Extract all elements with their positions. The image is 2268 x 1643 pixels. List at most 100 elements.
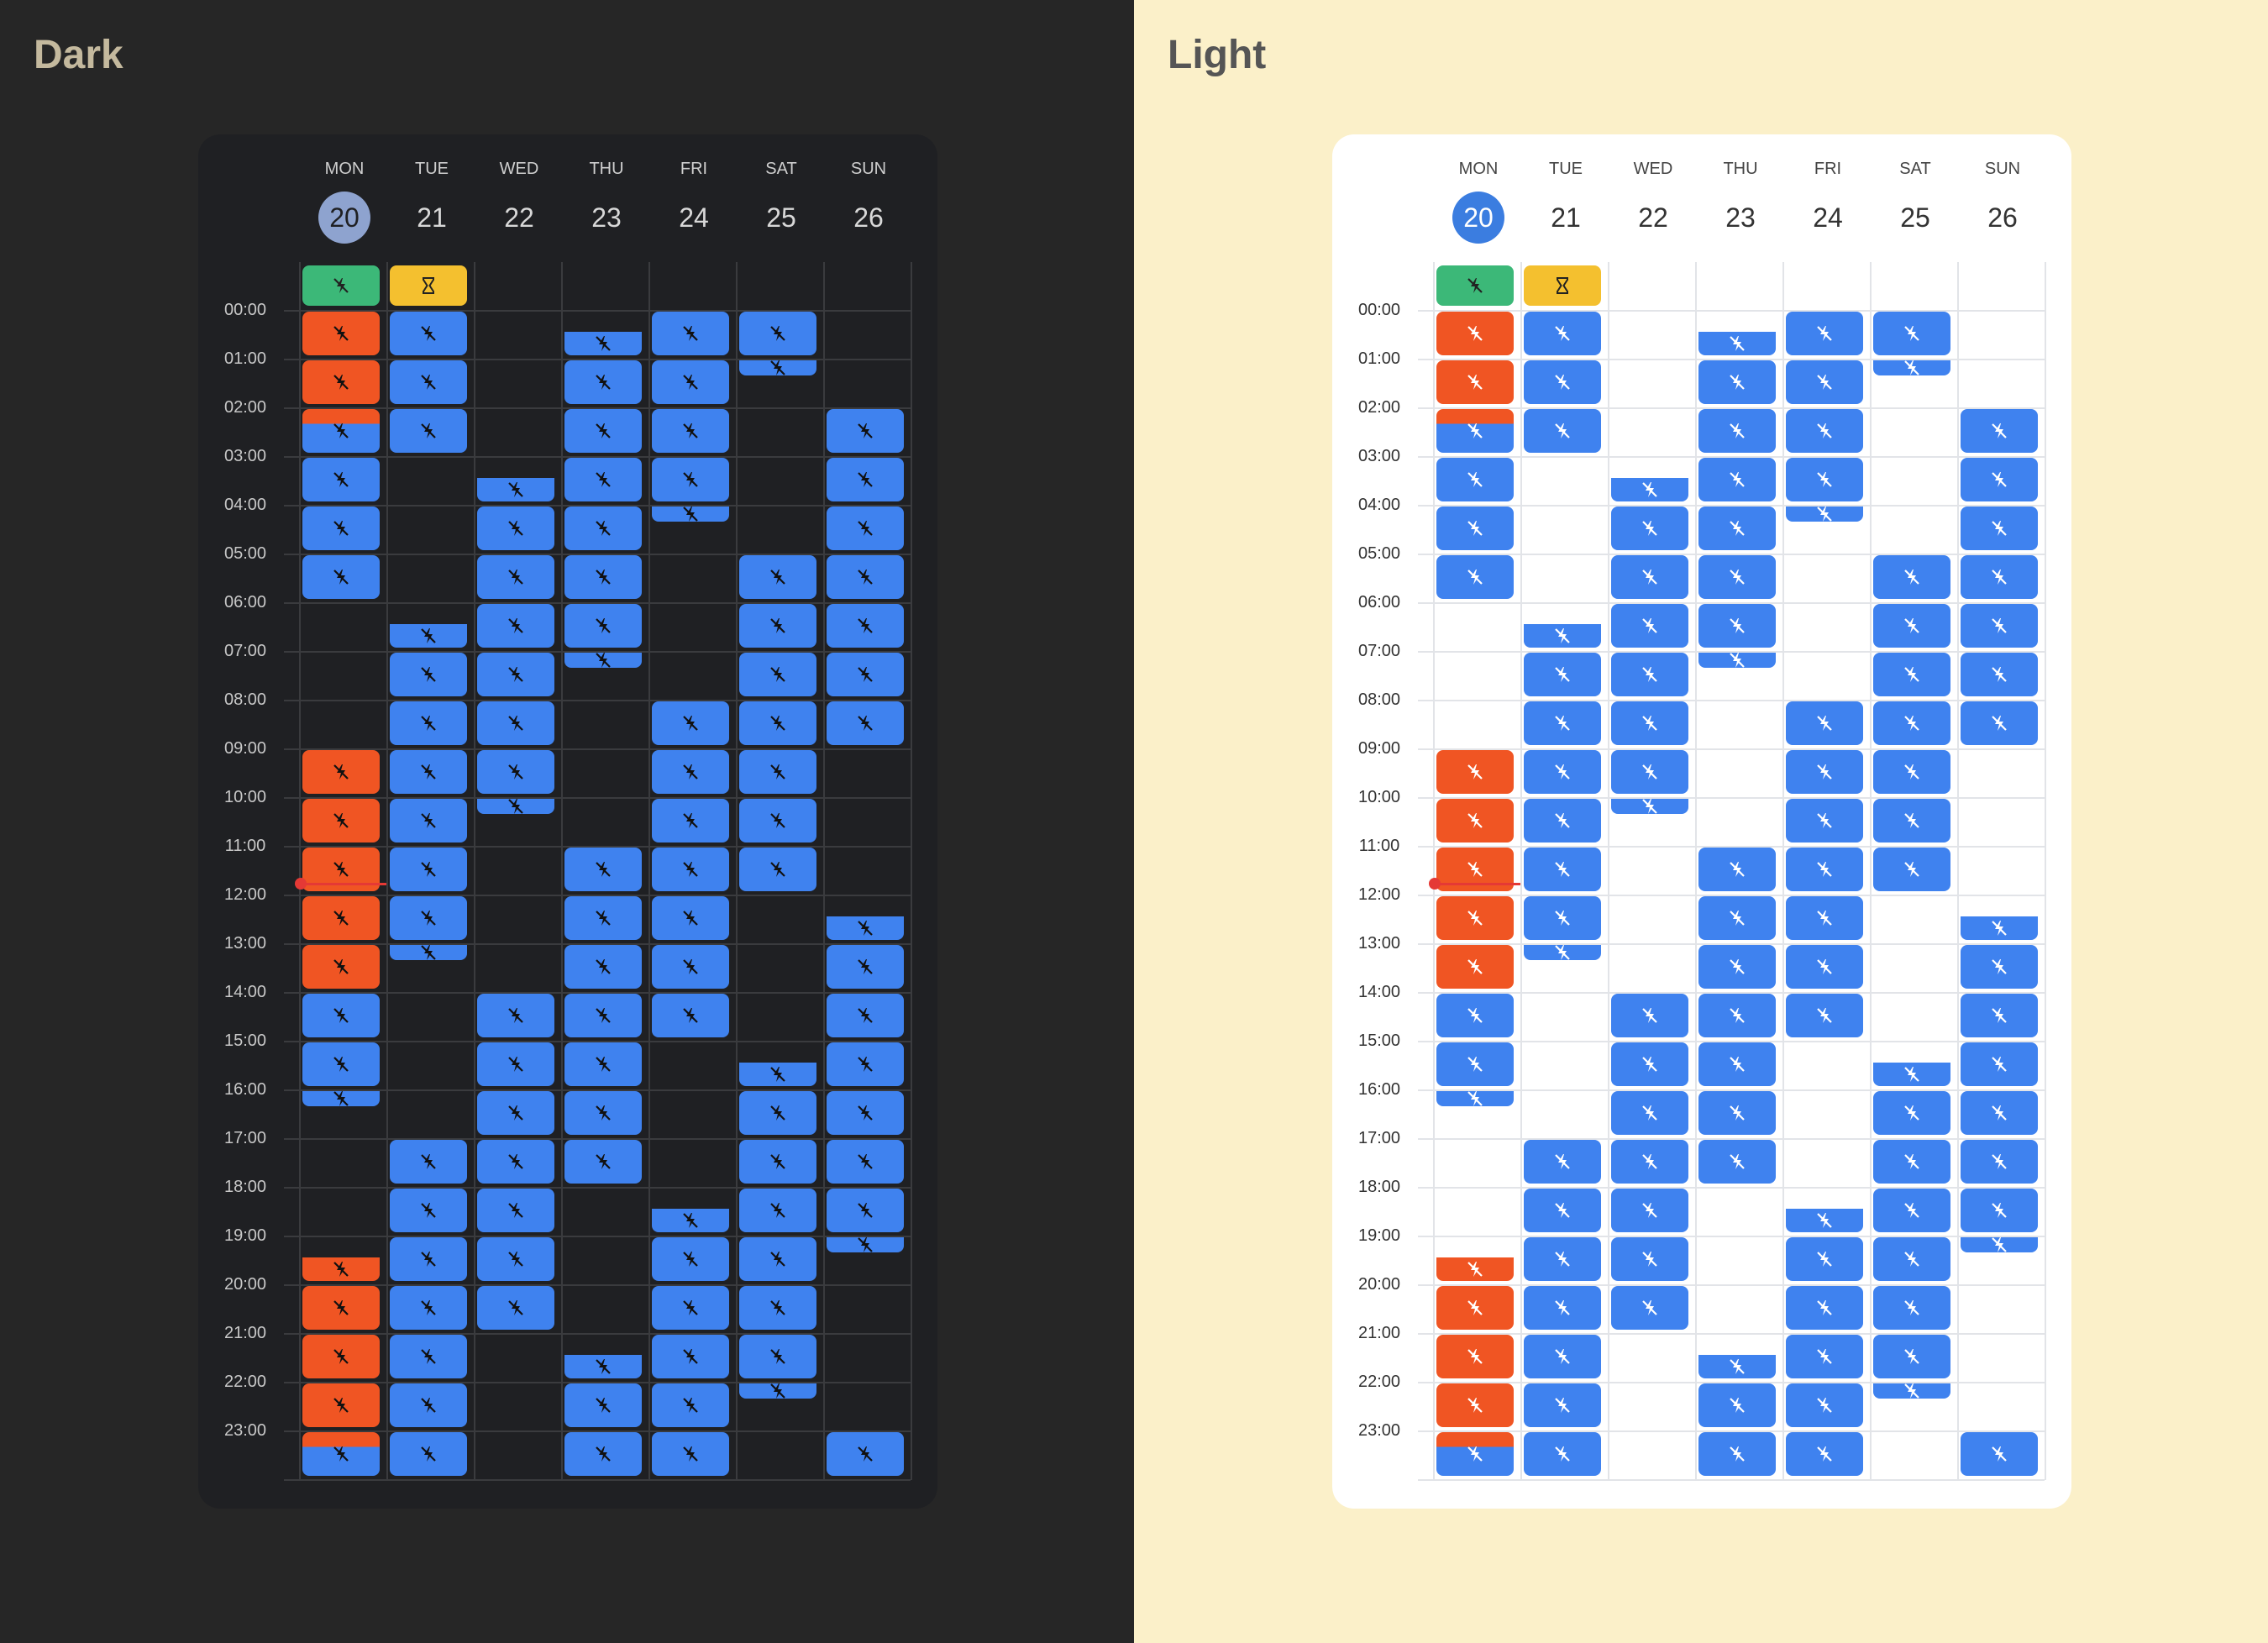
calendar-event[interactable] xyxy=(1786,1432,1863,1476)
calendar-event[interactable] xyxy=(1698,555,1776,599)
calendar-event[interactable] xyxy=(1436,945,1514,989)
calendar-event[interactable] xyxy=(302,409,380,453)
calendar-event[interactable] xyxy=(652,312,729,355)
calendar-event[interactable] xyxy=(564,1091,642,1135)
calendar-event[interactable] xyxy=(477,1189,554,1232)
calendar-event[interactable] xyxy=(390,1237,467,1281)
calendar-event[interactable] xyxy=(1961,994,2038,1037)
calendar-event[interactable] xyxy=(739,1189,816,1232)
calendar-event[interactable] xyxy=(1524,799,1601,842)
calendar-event[interactable] xyxy=(1436,1432,1514,1476)
date-number[interactable]: 24 xyxy=(1813,202,1843,233)
calendar-event[interactable] xyxy=(1524,653,1601,696)
calendar-event[interactable] xyxy=(1524,1286,1601,1330)
calendar-event[interactable] xyxy=(652,1335,729,1378)
calendar-event[interactable] xyxy=(1698,604,1776,648)
calendar-event[interactable] xyxy=(302,1383,380,1427)
calendar-event[interactable] xyxy=(1961,1237,2038,1253)
calendar-event[interactable] xyxy=(1786,312,1863,355)
calendar-event[interactable] xyxy=(302,750,380,794)
calendar-event[interactable] xyxy=(1524,896,1601,940)
calendar-event[interactable] xyxy=(564,1355,642,1378)
calendar-event[interactable] xyxy=(1786,1286,1863,1330)
calendar-event[interactable] xyxy=(1611,1286,1688,1330)
calendar-event[interactable] xyxy=(1873,1335,1950,1378)
calendar-event[interactable] xyxy=(1436,994,1514,1037)
calendar-event[interactable] xyxy=(739,604,816,648)
calendar-event[interactable] xyxy=(1436,1335,1514,1378)
calendar-event[interactable] xyxy=(1961,1432,2038,1476)
calendar-event[interactable] xyxy=(1436,360,1514,404)
calendar-event[interactable] xyxy=(1873,799,1950,842)
calendar-event[interactable] xyxy=(827,1042,904,1086)
calendar-event[interactable] xyxy=(1873,1383,1950,1399)
calendar-event[interactable] xyxy=(1524,1432,1601,1476)
calendar-event[interactable] xyxy=(827,945,904,989)
calendar-event[interactable] xyxy=(1873,848,1950,891)
calendar-event[interactable] xyxy=(564,1432,642,1476)
calendar-event[interactable] xyxy=(477,799,554,815)
calendar-event[interactable] xyxy=(739,848,816,891)
calendar-event[interactable] xyxy=(1436,1257,1514,1281)
all-day-event[interactable] xyxy=(1436,265,1514,306)
calendar-event[interactable] xyxy=(477,1042,554,1086)
calendar-event[interactable] xyxy=(302,1432,380,1476)
calendar-event[interactable] xyxy=(1698,994,1776,1037)
calendar-event[interactable] xyxy=(302,994,380,1037)
calendar-event[interactable] xyxy=(652,750,729,794)
calendar-event[interactable] xyxy=(739,799,816,842)
calendar-event[interactable] xyxy=(564,1383,642,1427)
calendar-event[interactable] xyxy=(302,312,380,355)
calendar-event[interactable] xyxy=(302,360,380,404)
calendar-event[interactable] xyxy=(302,945,380,989)
date-number[interactable]: 26 xyxy=(1987,202,2018,233)
calendar-event[interactable] xyxy=(477,507,554,550)
calendar-event[interactable] xyxy=(652,1237,729,1281)
calendar-event[interactable] xyxy=(827,507,904,550)
calendar-event[interactable] xyxy=(390,896,467,940)
calendar-event[interactable] xyxy=(1786,507,1863,522)
calendar-event[interactable] xyxy=(1436,1091,1514,1107)
calendar-event[interactable] xyxy=(1436,507,1514,550)
calendar-event[interactable] xyxy=(1873,312,1950,355)
calendar-event[interactable] xyxy=(1436,1383,1514,1427)
calendar-event[interactable] xyxy=(1961,945,2038,989)
today-date[interactable]: 20 xyxy=(1452,192,1504,244)
calendar-event[interactable] xyxy=(1786,1209,1863,1232)
calendar-event[interactable] xyxy=(1436,1286,1514,1330)
calendar-event[interactable] xyxy=(1786,994,1863,1037)
calendar-event[interactable] xyxy=(1436,555,1514,599)
calendar-event[interactable] xyxy=(1786,458,1863,501)
calendar-event[interactable] xyxy=(564,994,642,1037)
calendar-event[interactable] xyxy=(827,994,904,1037)
calendar-event[interactable] xyxy=(477,994,554,1037)
calendar-event[interactable] xyxy=(652,896,729,940)
calendar-event[interactable] xyxy=(739,312,816,355)
calendar-event[interactable] xyxy=(652,701,729,745)
calendar-event[interactable] xyxy=(827,916,904,940)
calendar-event[interactable] xyxy=(739,1063,816,1086)
calendar-event[interactable] xyxy=(1786,750,1863,794)
calendar-event[interactable] xyxy=(652,1286,729,1330)
calendar-event[interactable] xyxy=(739,1091,816,1135)
calendar-event[interactable] xyxy=(1961,916,2038,940)
calendar-event[interactable] xyxy=(1873,360,1950,376)
calendar-event[interactable] xyxy=(1611,994,1688,1037)
calendar-event[interactable] xyxy=(652,799,729,842)
calendar-event[interactable] xyxy=(1436,1042,1514,1086)
date-number[interactable]: 22 xyxy=(504,202,534,233)
calendar-event[interactable] xyxy=(1611,799,1688,815)
calendar-event[interactable] xyxy=(1698,1383,1776,1427)
calendar-event[interactable] xyxy=(1611,701,1688,745)
calendar-event[interactable] xyxy=(390,360,467,404)
calendar-event[interactable] xyxy=(302,1257,380,1281)
calendar-event[interactable] xyxy=(652,409,729,453)
date-number[interactable]: 25 xyxy=(766,202,796,233)
calendar-event[interactable] xyxy=(1698,653,1776,669)
calendar-event[interactable] xyxy=(1961,1091,2038,1135)
calendar-event[interactable] xyxy=(827,1432,904,1476)
calendar-event[interactable] xyxy=(1524,1335,1601,1378)
calendar-event[interactable] xyxy=(390,1286,467,1330)
calendar-event[interactable] xyxy=(1698,458,1776,501)
date-number[interactable]: 22 xyxy=(1638,202,1668,233)
